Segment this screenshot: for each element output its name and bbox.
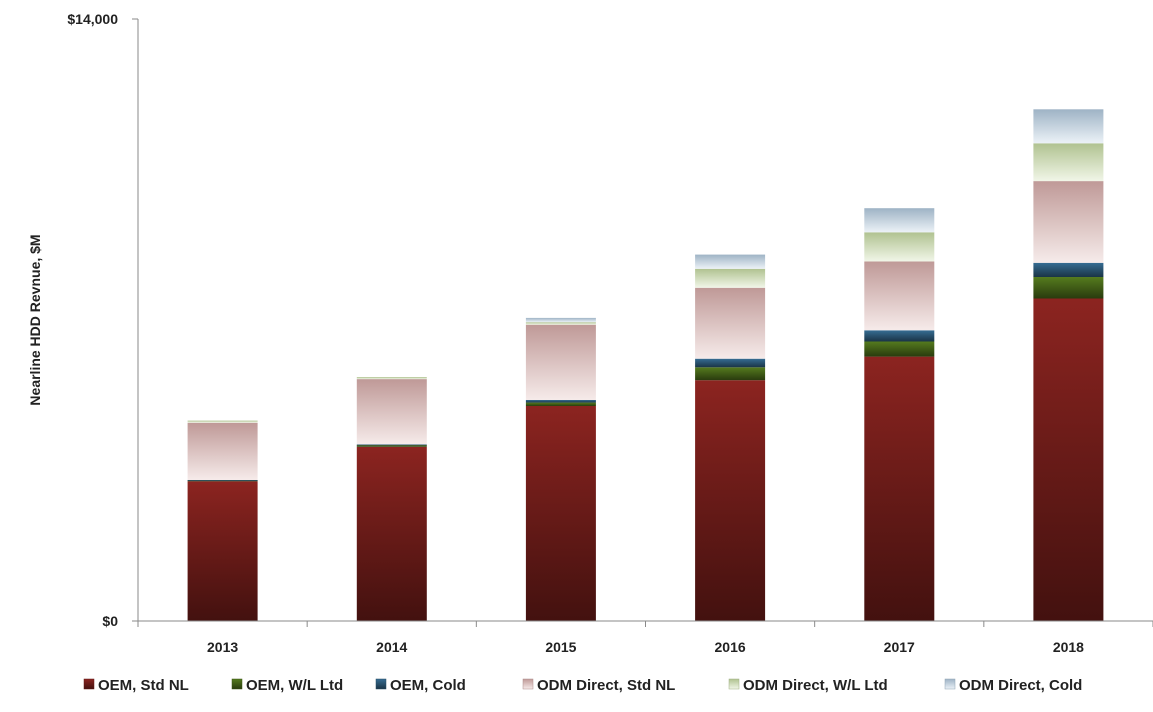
- legend-swatch: [231, 678, 243, 690]
- bar-2015-odm-direct-w-l-ltd: [525, 322, 596, 325]
- bar-2018-odm-direct-w-l-ltd: [1033, 143, 1104, 182]
- x-tick-label: 2018: [1053, 639, 1084, 655]
- bar-2018-odm-direct-cold: [1033, 109, 1104, 144]
- bar-2013-oem-std-nl: [187, 481, 258, 622]
- legend-swatch: [944, 678, 956, 690]
- bar-2013-odm-direct-std-nl: [187, 422, 258, 480]
- bar-2015-oem-w-l-ltd: [525, 402, 596, 406]
- bar-2017-odm-direct-std-nl: [864, 261, 935, 331]
- bar-2014-oem-std-nl: [356, 446, 427, 621]
- bar-2016-odm-direct-cold: [695, 254, 766, 269]
- y-tick-label: $0: [102, 613, 118, 629]
- bar-2018-oem-w-l-ltd: [1033, 277, 1104, 299]
- bar-2014-odm-direct-w-l-ltd: [356, 377, 427, 380]
- bar-2016-odm-direct-w-l-ltd: [695, 268, 766, 288]
- bars-layer: [187, 109, 1104, 622]
- bar-2014-oem-w-l-ltd: [356, 445, 427, 447]
- bar-2016-oem-w-l-ltd: [695, 367, 766, 381]
- bar-2016-odm-direct-std-nl: [695, 287, 766, 359]
- legend-label: ODM Direct, Std NL: [537, 677, 675, 694]
- bar-2017-odm-direct-w-l-ltd: [864, 232, 935, 262]
- bar-2018-odm-direct-std-nl: [1033, 181, 1104, 263]
- legend-label: ODM Direct, W/L Ltd: [743, 677, 888, 694]
- legend-label: ODM Direct, Cold: [959, 677, 1082, 694]
- bar-2015-odm-direct-cold: [525, 317, 596, 323]
- bar-2013-oem-cold: [187, 480, 258, 481]
- y-tick-label: $14,000: [67, 11, 118, 27]
- x-tick-label: 2017: [884, 639, 915, 655]
- legend-label: OEM, Std NL: [98, 677, 189, 694]
- bar-2014-odm-direct-std-nl: [356, 379, 427, 445]
- bar-2014-oem-cold: [356, 444, 427, 446]
- bar-2015-oem-cold: [525, 400, 596, 403]
- legend-label: OEM, Cold: [390, 677, 466, 694]
- legend-swatch: [83, 678, 95, 690]
- y-axis-title: Nearline HDD Revnue, $M: [27, 234, 43, 405]
- x-tick-label: 2016: [715, 639, 746, 655]
- bar-2013-oem-w-l-ltd: [187, 480, 258, 482]
- legend-swatch: [375, 678, 387, 690]
- x-tick-label: 2014: [376, 639, 407, 655]
- bar-2017-oem-cold: [864, 330, 935, 342]
- legend-swatch: [728, 678, 740, 690]
- x-tick-label: 2015: [545, 639, 576, 655]
- legend-swatch: [522, 678, 534, 690]
- x-tick-label: 2013: [207, 639, 238, 655]
- bar-2017-oem-std-nl: [864, 356, 935, 621]
- legend-label: OEM, W/L Ltd: [246, 677, 343, 694]
- bar-2016-oem-std-nl: [695, 380, 766, 621]
- axes-layer: $0 $14,000 2013 2014 2015 2016 2017 2018 Nearlin…: [27, 11, 1153, 655]
- bar-2013-odm-direct-w-l-ltd: [187, 420, 258, 423]
- bar-2017-oem-w-l-ltd: [864, 341, 935, 357]
- legend: OEM, Std NL OEM, W/L Ltd OEM, Cold ODM Dire…: [83, 677, 1082, 694]
- bar-2016-oem-cold: [695, 358, 766, 368]
- bar-2015-oem-std-nl: [525, 406, 596, 621]
- bar-2018-oem-cold: [1033, 262, 1104, 277]
- bar-2015-odm-direct-std-nl: [525, 324, 596, 400]
- bar-2017-odm-direct-cold: [864, 208, 935, 233]
- bar-2018-oem-std-nl: [1033, 298, 1104, 621]
